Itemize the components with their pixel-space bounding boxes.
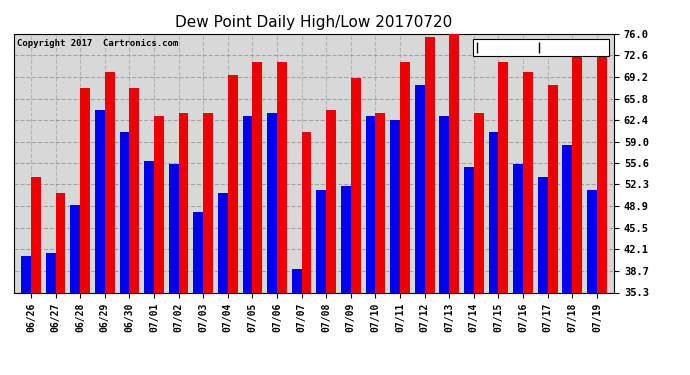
Bar xyxy=(400,62,410,292)
Bar xyxy=(95,110,105,292)
Bar xyxy=(21,256,31,292)
Bar xyxy=(513,164,523,292)
Bar xyxy=(80,88,90,292)
Bar xyxy=(489,132,498,292)
Bar xyxy=(366,116,375,292)
Bar xyxy=(119,132,130,292)
Bar xyxy=(572,50,582,292)
Bar xyxy=(228,75,237,292)
Bar xyxy=(46,253,56,292)
Bar xyxy=(179,113,188,292)
Bar xyxy=(302,132,311,292)
Bar xyxy=(204,113,213,292)
Bar xyxy=(523,72,533,292)
Bar xyxy=(193,212,204,292)
Bar xyxy=(464,167,474,292)
Bar xyxy=(253,62,262,292)
Bar xyxy=(105,72,115,292)
Bar xyxy=(56,193,66,292)
Bar xyxy=(498,62,509,292)
Bar xyxy=(415,85,424,292)
Bar xyxy=(562,145,572,292)
Title: Dew Point Daily High/Low 20170720: Dew Point Daily High/Low 20170720 xyxy=(175,15,453,30)
Bar xyxy=(424,37,435,292)
Bar xyxy=(218,193,228,292)
Bar xyxy=(31,177,41,292)
Bar xyxy=(538,177,548,292)
Bar xyxy=(449,27,459,292)
Bar xyxy=(351,78,361,292)
Bar xyxy=(375,113,385,292)
Bar xyxy=(440,116,449,292)
Bar xyxy=(154,116,164,292)
Bar xyxy=(267,113,277,292)
Legend: Low  (°F), High  (°F): Low (°F), High (°F) xyxy=(473,39,609,56)
Bar xyxy=(474,113,484,292)
Bar xyxy=(144,161,154,292)
Bar xyxy=(277,62,287,292)
Bar xyxy=(317,189,326,292)
Bar xyxy=(130,88,139,292)
Text: Copyright 2017  Cartronics.com: Copyright 2017 Cartronics.com xyxy=(17,39,178,48)
Bar xyxy=(292,269,302,292)
Bar xyxy=(70,206,80,292)
Bar xyxy=(326,110,336,292)
Bar xyxy=(169,164,179,292)
Bar xyxy=(597,50,607,292)
Bar xyxy=(243,116,253,292)
Bar xyxy=(548,85,558,292)
Bar xyxy=(587,189,597,292)
Bar xyxy=(341,186,351,292)
Bar xyxy=(391,120,400,292)
